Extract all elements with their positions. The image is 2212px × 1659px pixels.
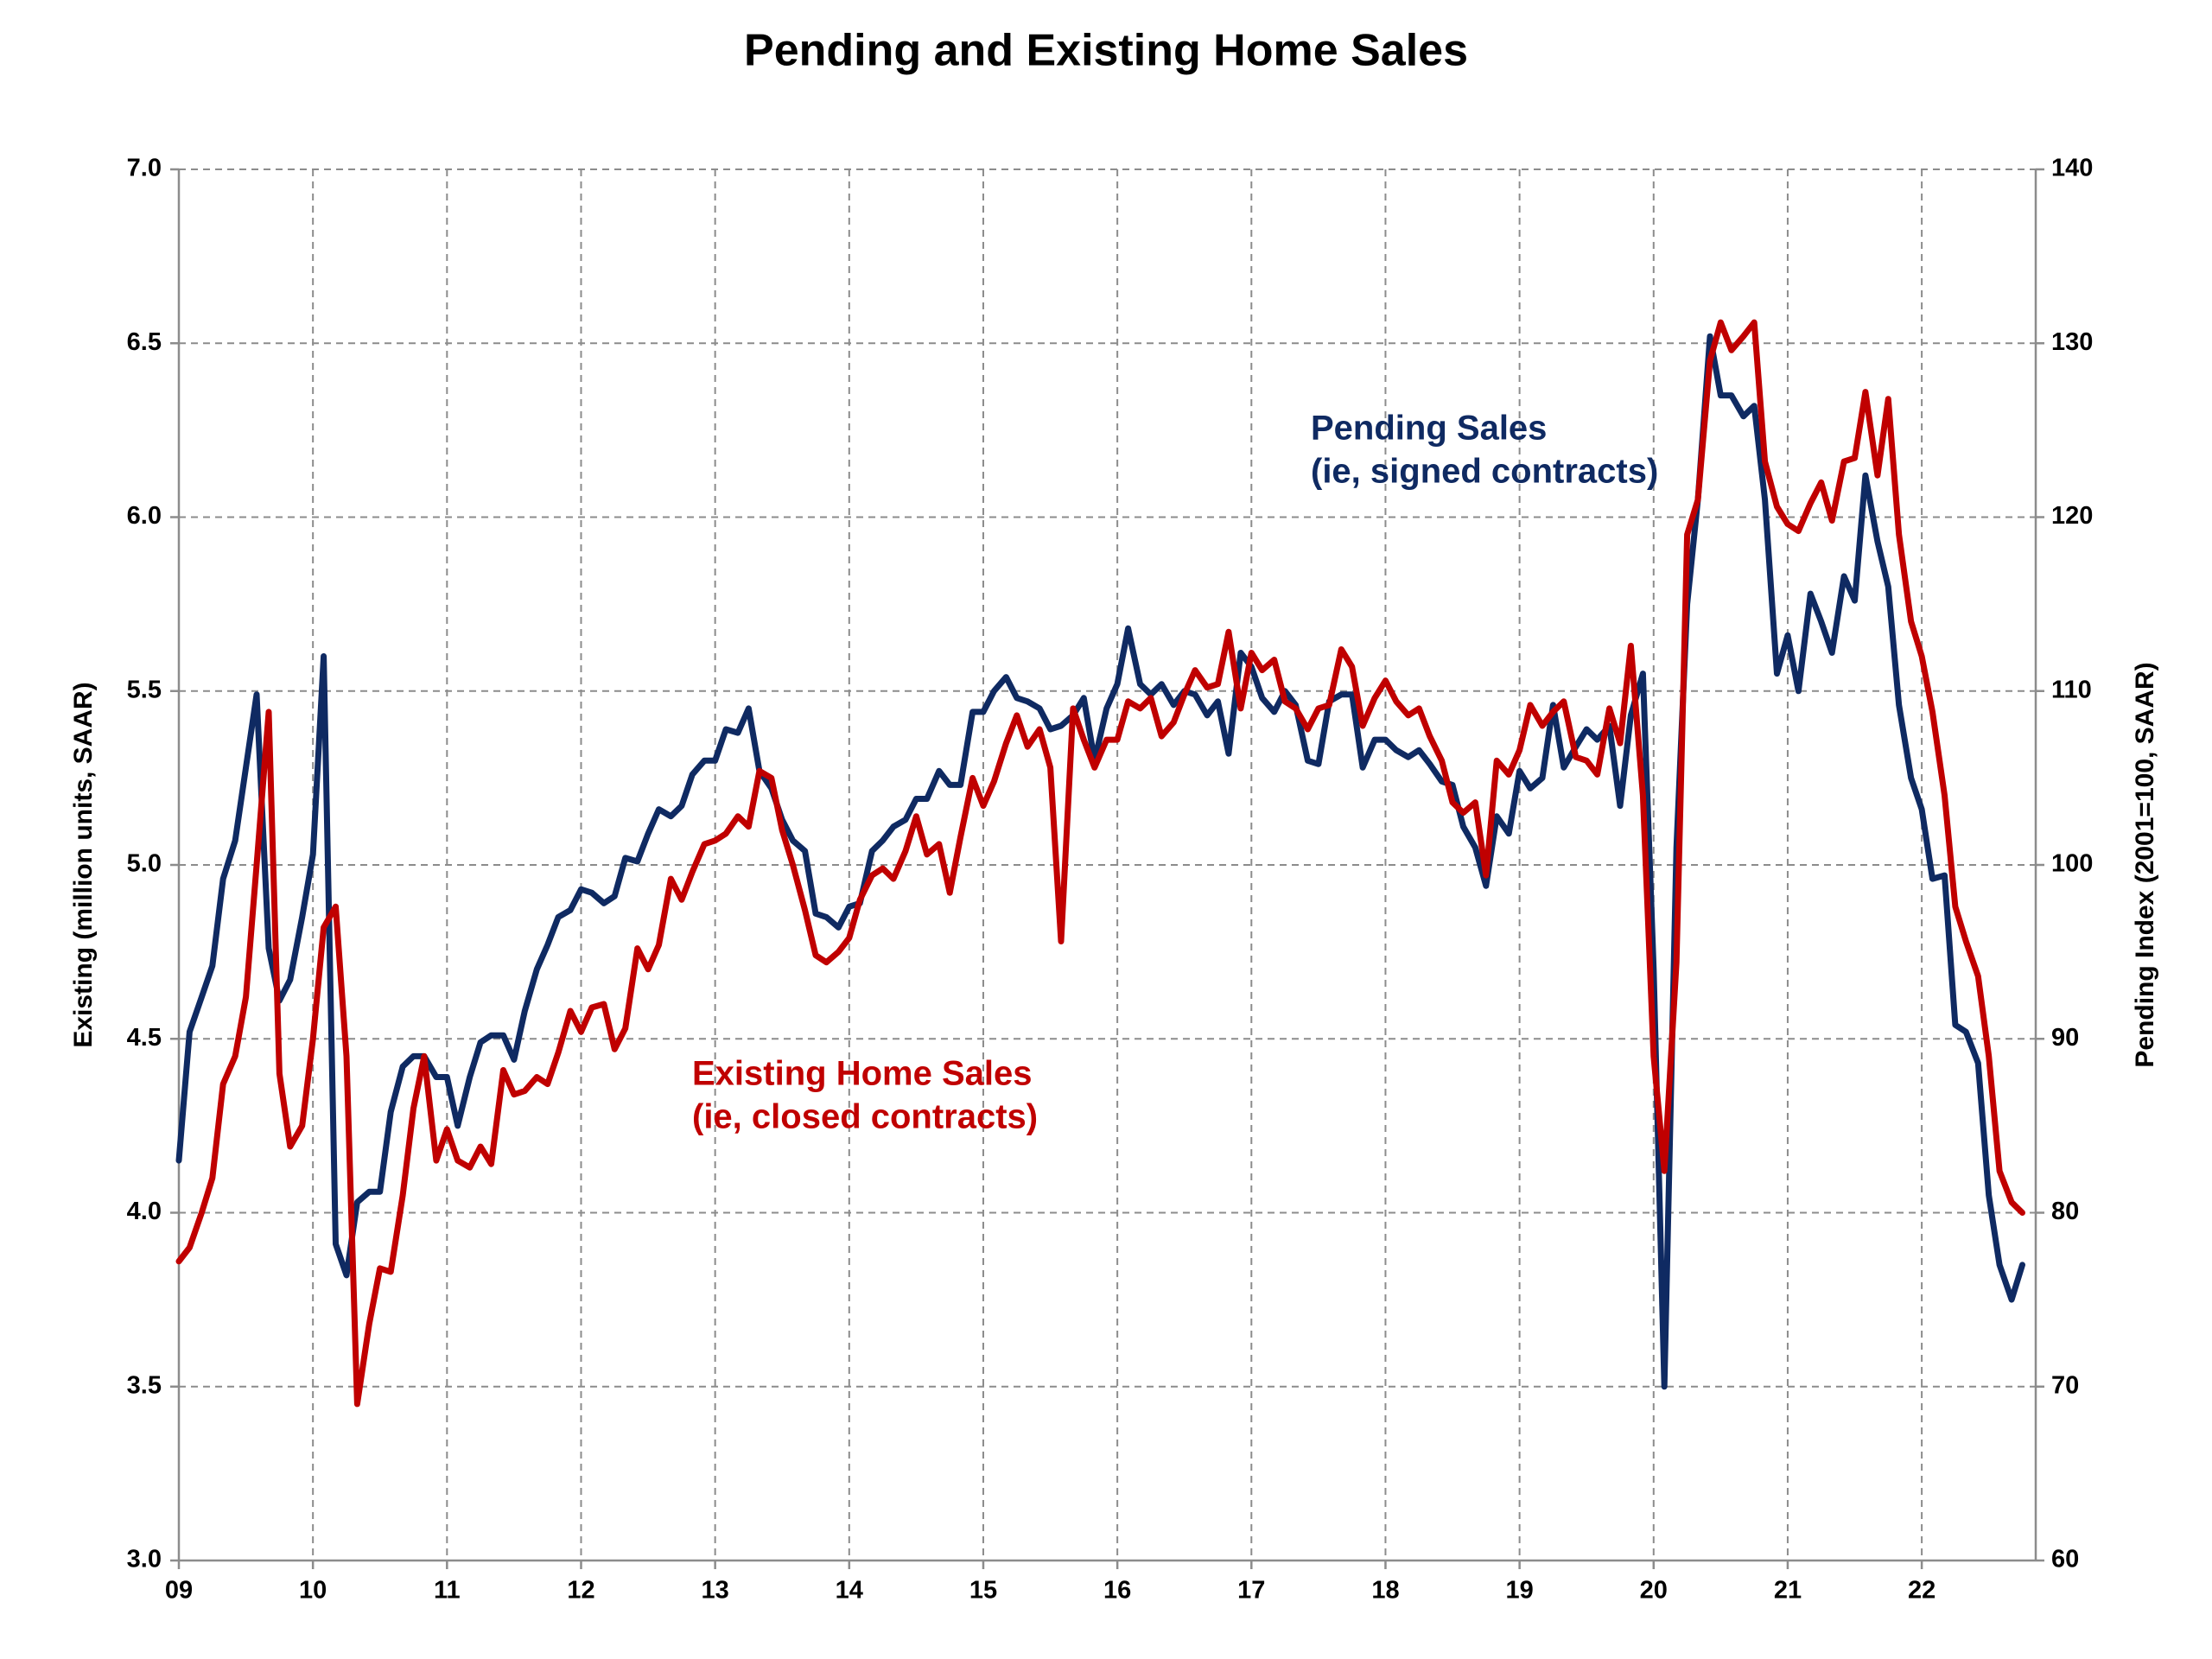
series-line (175, 319, 2025, 1408)
y-tick-label: 3.5 (127, 1371, 162, 1399)
x-tick-label: 14 (836, 1577, 863, 1605)
series-line (175, 333, 2025, 1390)
series-annotation: Existing Home Sales (692, 1055, 1032, 1093)
x-tick-label: 09 (165, 1577, 193, 1605)
series-annotation-note: (ie, signed contracts) (1311, 453, 1658, 491)
y-tick-label: 6.0 (127, 502, 162, 530)
y-tick-label: 6.5 (127, 328, 162, 356)
series-annotation: Pending Sales (1311, 410, 1547, 448)
x-tick-label: 16 (1103, 1577, 1131, 1605)
series-annotation-note: (ie, closed contracts) (692, 1098, 1038, 1136)
y2-tick-label: 90 (2051, 1024, 2079, 1052)
y-tick-label: 3.0 (127, 1546, 162, 1573)
x-tick-label: 22 (1908, 1577, 1936, 1605)
x-tick-label: 19 (1505, 1577, 1533, 1605)
y-tick-label: 4.0 (127, 1198, 162, 1225)
x-tick-label: 15 (969, 1577, 997, 1605)
y2-axis-title: Pending Index (2001=100, SAAR) (2131, 662, 2159, 1067)
x-tick-label: 17 (1237, 1577, 1265, 1605)
y-tick-label: 5.0 (127, 850, 162, 878)
chart-title: Pending and Existing Home Sales (744, 26, 1468, 76)
x-tick-label: 12 (567, 1577, 594, 1605)
y-tick-label: 4.5 (127, 1024, 162, 1052)
y-tick-label: 7.0 (127, 155, 162, 182)
x-tick-label: 13 (702, 1577, 729, 1605)
x-tick-label: 21 (1774, 1577, 1802, 1605)
y2-tick-label: 70 (2051, 1371, 2079, 1399)
x-tick-label: 20 (1640, 1577, 1668, 1605)
y2-tick-label: 60 (2051, 1546, 2079, 1573)
x-tick-label: 10 (299, 1577, 327, 1605)
x-tick-label: 11 (434, 1577, 461, 1605)
y2-tick-label: 120 (2051, 502, 2093, 530)
y2-tick-label: 100 (2051, 850, 2093, 878)
y2-tick-label: 130 (2051, 328, 2093, 356)
y2-tick-label: 80 (2051, 1198, 2079, 1225)
y-tick-label: 5.5 (127, 676, 162, 703)
x-tick-label: 18 (1371, 1577, 1399, 1605)
y2-tick-label: 110 (2051, 676, 2092, 703)
y-axis-title: Existing (million units, SAAR) (69, 682, 98, 1047)
y2-tick-label: 140 (2051, 155, 2093, 182)
